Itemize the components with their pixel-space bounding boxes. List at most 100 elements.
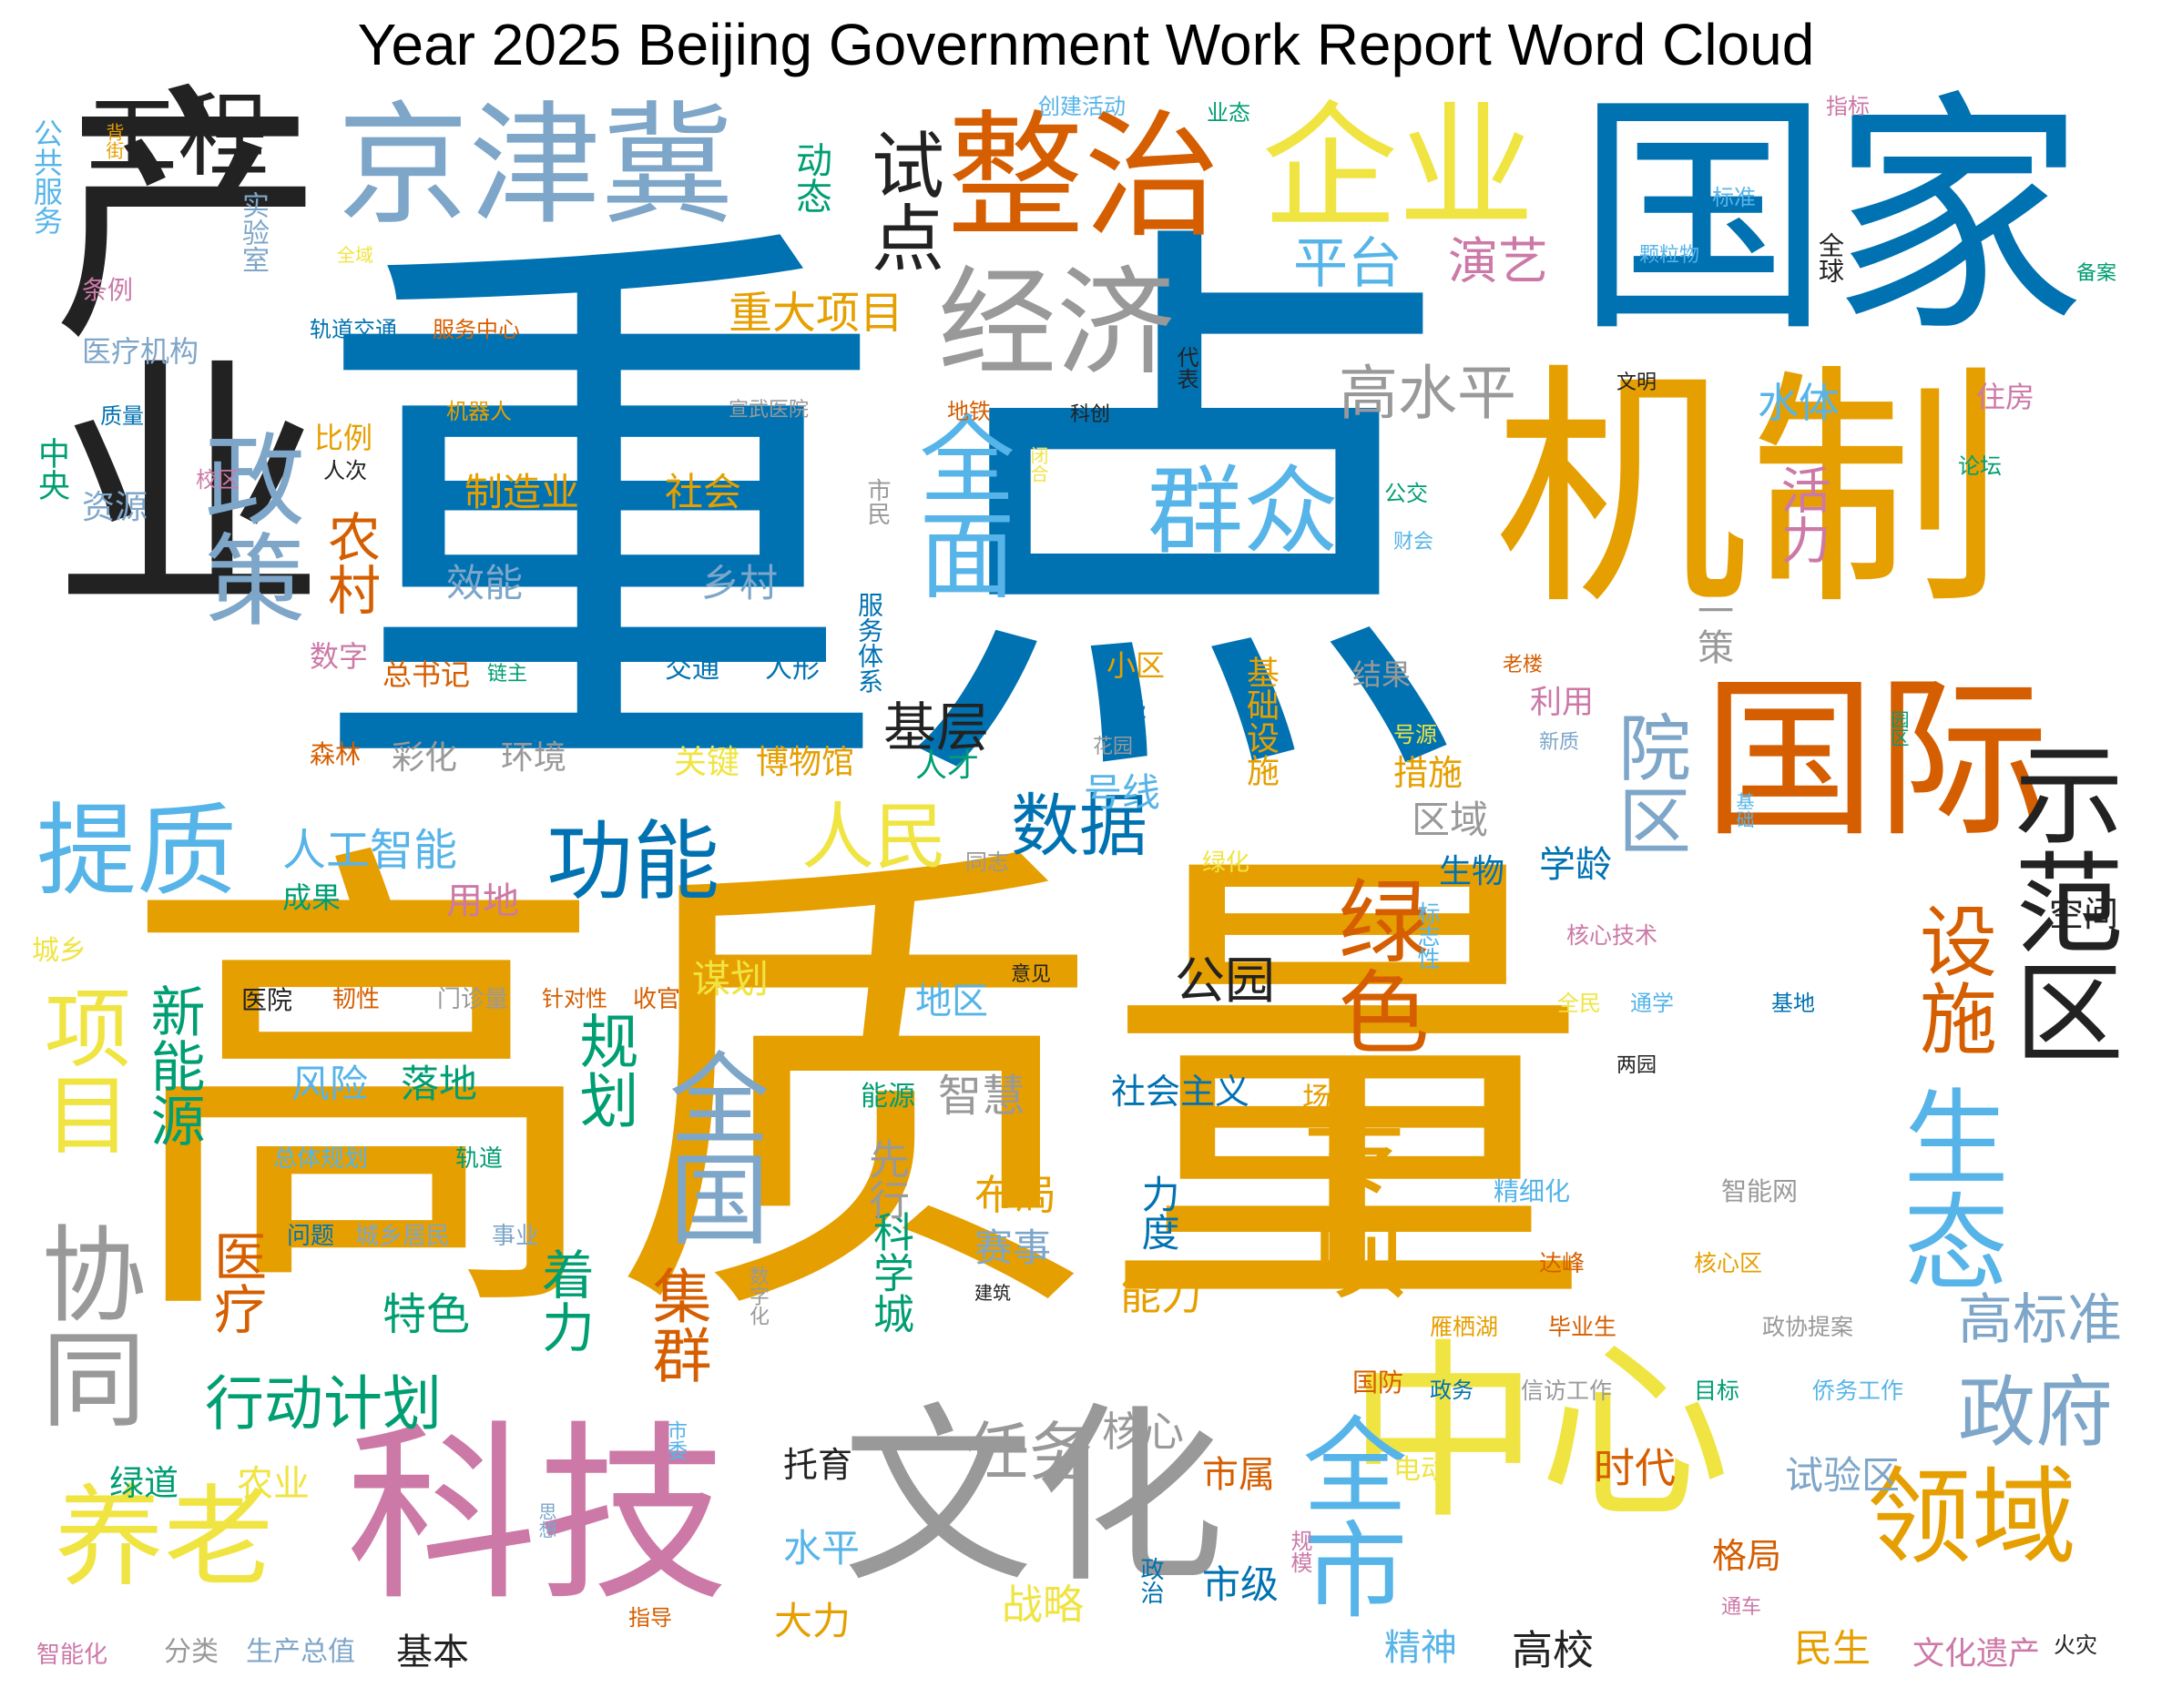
- word-59: 生物: [1439, 853, 1505, 890]
- word-88: 民生: [1794, 1626, 1871, 1671]
- word-114: 住房: [1976, 380, 2035, 414]
- word-129: 政协提案: [1762, 1314, 1854, 1340]
- word-77: 博物馆: [756, 744, 855, 781]
- word-34: 数据: [1011, 786, 1148, 866]
- word-178: 收官: [633, 986, 681, 1013]
- word-131: 政务: [1430, 1378, 1473, 1403]
- word-112: 结果: [1352, 657, 1412, 692]
- word-142: 标志性: [1414, 901, 1441, 970]
- word-185: 问题: [287, 1223, 335, 1250]
- word-52: 水体: [1758, 379, 1841, 427]
- word-62: 号线: [1084, 770, 1161, 815]
- word-158: 公交: [1384, 481, 1428, 506]
- word-20: 群众: [1147, 456, 1340, 567]
- word-35: 任务: [965, 1415, 1093, 1489]
- word-167: 链主: [487, 663, 528, 686]
- word-184: 轨道: [455, 1145, 504, 1173]
- word-166: 全域: [337, 244, 373, 266]
- word-26: 功能: [546, 812, 720, 912]
- word-133: 目标: [1694, 1378, 1740, 1404]
- word-105: 中央: [33, 437, 69, 501]
- word-144: 服务中心: [433, 317, 520, 342]
- word-17: 养老: [55, 1475, 273, 1601]
- word-152: 指标: [1826, 94, 1870, 119]
- word-8: 中心: [1348, 1322, 1731, 1545]
- word-76: 关键: [674, 744, 740, 781]
- word-60: 学龄: [1539, 844, 1612, 886]
- word-3: 机制: [1494, 343, 2004, 640]
- word-140: 空间: [2049, 894, 2119, 934]
- word-14: 示范区: [1995, 737, 2122, 1065]
- word-24: 全市: [1285, 1411, 1407, 1621]
- word-132: 信访工作: [1521, 1378, 1613, 1404]
- word-122: 城乡: [32, 935, 87, 967]
- word-64: 一策: [1691, 592, 1733, 665]
- word-66: 时代: [1594, 1444, 1677, 1492]
- word-121: 森林: [310, 739, 362, 769]
- word-56: 乡村: [701, 561, 779, 605]
- word-154: 颗粒物: [1639, 244, 1700, 267]
- word-45: 农村: [319, 510, 381, 615]
- word-71: 赛事: [974, 1225, 1052, 1270]
- word-33: 人民: [801, 795, 947, 879]
- word-110: 小区: [1106, 648, 1166, 683]
- word-67: 试验区: [1785, 1453, 1901, 1498]
- word-41: 集群: [642, 1266, 710, 1384]
- word-29: 项目: [30, 983, 130, 1156]
- word-119: 人形: [765, 653, 820, 685]
- word-149: 代表: [1173, 346, 1198, 390]
- word-136: 全民: [1557, 991, 1601, 1016]
- word-172: 老楼: [1503, 654, 1544, 676]
- word-176: 绿化: [1202, 849, 1250, 877]
- word-126: 核心区: [1694, 1250, 1763, 1276]
- word-134: 侨务工作: [1812, 1378, 1904, 1404]
- word-86: 精神: [1384, 1627, 1457, 1669]
- word-90: 格局: [1712, 1536, 1782, 1576]
- word-175: 同志: [965, 849, 1009, 875]
- word-87: 高校: [1512, 1626, 1595, 1674]
- word-40: 高标准: [1958, 1288, 2122, 1352]
- word-37: 行动计划: [205, 1370, 443, 1439]
- word-196: 火灾: [2054, 1632, 2097, 1658]
- word-12: 经济: [938, 254, 1176, 392]
- word-189: 数字化: [746, 1266, 769, 1326]
- word-104: 资源: [82, 489, 148, 526]
- word-108: 公共服务: [29, 118, 64, 235]
- word-180: 门诊量: [437, 986, 509, 1013]
- word-58: 基础设施: [1241, 656, 1279, 787]
- word-148: 科创: [1070, 403, 1111, 426]
- word-107: 条例: [82, 275, 134, 305]
- word-194: 政治: [1137, 1557, 1164, 1604]
- word-42: 规划: [569, 1011, 637, 1129]
- word-188: 建筑: [974, 1282, 1011, 1304]
- word-25: 生态: [1886, 1083, 2008, 1293]
- word-13: 工程: [87, 83, 269, 189]
- word-6: 科技: [346, 1404, 729, 1627]
- word-137: 通学: [1630, 991, 1674, 1016]
- word-120: 服务体系: [854, 592, 884, 694]
- word-85: 市属: [1202, 1454, 1275, 1496]
- word-15: 协同: [24, 1220, 146, 1429]
- word-83: 水平: [783, 1526, 861, 1571]
- word-16: 政策: [188, 428, 304, 628]
- word-179: 针对性: [542, 986, 607, 1012]
- word-19: 提质: [36, 793, 237, 910]
- word-193: 指导: [628, 1605, 672, 1631]
- word-93: 先行: [862, 1138, 910, 1220]
- word-72: 智慧: [938, 1071, 1026, 1122]
- word-70: 布局: [974, 1171, 1057, 1219]
- word-130: 国防: [1352, 1367, 1404, 1398]
- word-97: 基本: [396, 1632, 469, 1673]
- word-170: 号源: [1393, 722, 1437, 747]
- word-186: 城乡居民: [355, 1223, 451, 1250]
- word-49: 着力: [533, 1247, 595, 1353]
- word-57: 社会主义: [1111, 1072, 1250, 1112]
- word-118: 交通: [665, 653, 719, 685]
- word-124: 智能网: [1721, 1176, 1799, 1206]
- word-75: 落地: [401, 1062, 478, 1106]
- word-174: 基础: [1733, 792, 1755, 829]
- word-160: 市民: [863, 478, 891, 525]
- word-81: 战略: [1002, 1581, 1085, 1629]
- word-92: 科学城: [866, 1211, 914, 1334]
- word-99: 成果: [282, 880, 342, 915]
